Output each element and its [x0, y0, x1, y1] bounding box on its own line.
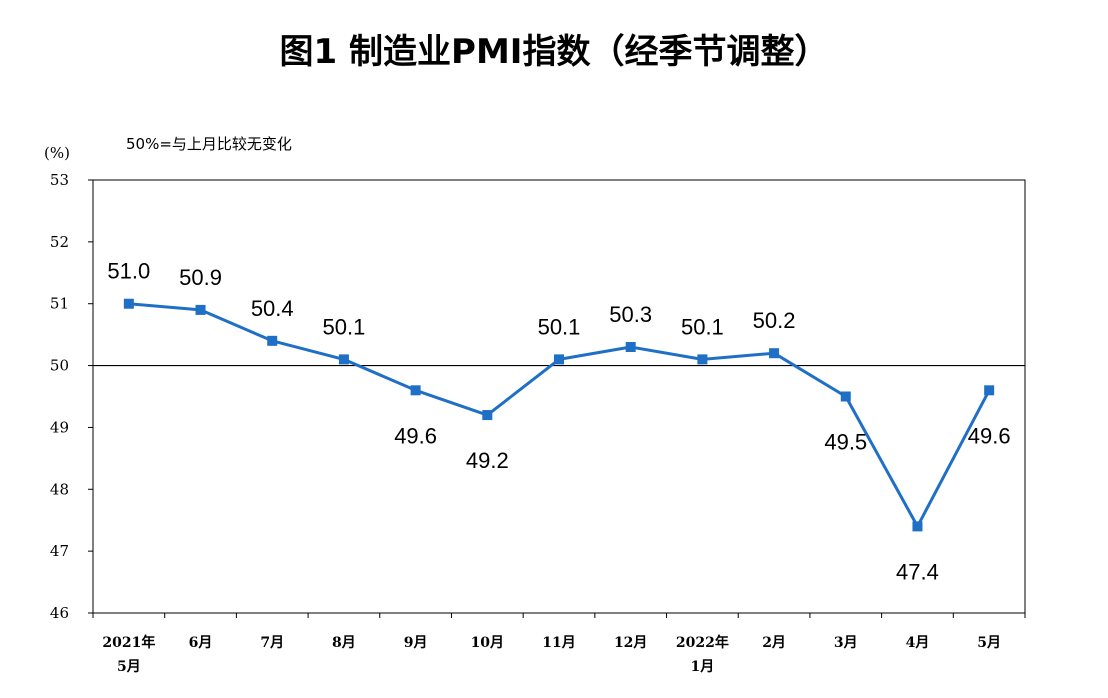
- data-labels: 51.0 50.9 50.4 50.1 49.6 49.2 50.1 50.3 50.1 50.2…: [107, 259, 1010, 585]
- chart-title: 图1 制造业PMI指数（经季节调整）: [280, 32, 829, 72]
- data-point: [123, 298, 134, 309]
- y-axis-unit: (%): [44, 144, 70, 162]
- x-tick-label: 2月: [762, 635, 786, 651]
- data-label: 50.1: [538, 314, 581, 339]
- data-label: 50.4: [251, 296, 294, 321]
- x-tick-label: 4月: [906, 635, 930, 651]
- data-label: 50.1: [323, 314, 366, 339]
- x-tick-label: 7月: [260, 635, 284, 651]
- data-label: 50.1: [681, 314, 724, 339]
- data-point: [410, 385, 421, 396]
- y-tick-label: 53: [50, 171, 69, 189]
- data-point: [769, 348, 780, 359]
- data-point: [625, 342, 636, 353]
- data-label: 49.6: [394, 423, 437, 448]
- x-tick-label: 1月: [691, 659, 715, 675]
- x-tick-label: 9月: [404, 635, 428, 651]
- plot-area: [92, 179, 1026, 614]
- data-point: [554, 354, 564, 365]
- data-point: [195, 304, 206, 315]
- x-tick-label: 11月: [542, 635, 575, 651]
- data-point: [840, 391, 851, 402]
- series-pmi: [123, 298, 995, 532]
- data-point: [984, 385, 995, 396]
- data-point: [338, 354, 349, 365]
- x-tick-label: 2021年: [102, 634, 155, 651]
- x-tick-label: 5月: [977, 635, 1001, 651]
- data-label: 49.5: [824, 430, 867, 455]
- x-tick-label: 5月: [117, 659, 141, 675]
- y-tick-label: 46: [50, 604, 69, 622]
- x-axis: 2021年 5月 6月 7月 8月 9月 10月 11月 12月 2022年 1月 2月 3月 4月 5月: [92, 613, 1026, 675]
- y-tick-label: 51: [50, 295, 69, 313]
- data-label: 47.4: [896, 559, 939, 584]
- data-label: 50.2: [753, 308, 796, 333]
- data-point: [482, 410, 493, 421]
- y-tick-label: 48: [50, 480, 69, 498]
- data-point: [697, 354, 708, 365]
- y-tick-label: 49: [50, 418, 69, 436]
- data-label: 50.3: [609, 302, 652, 327]
- data-label: 50.9: [179, 265, 222, 290]
- x-tick-label: 6月: [189, 635, 213, 651]
- x-tick-label: 2022年: [676, 634, 729, 651]
- data-label: 51.0: [107, 259, 150, 284]
- chart-note: 50%=与上月比较无变化: [126, 135, 292, 153]
- y-tick-label: 52: [50, 233, 69, 251]
- x-tick-label: 12月: [614, 635, 647, 651]
- y-axis: 46 47 48 49 50 51 52 53: [50, 171, 93, 622]
- data-point: [267, 335, 278, 346]
- data-label: 49.6: [968, 423, 1011, 448]
- data-label: 49.2: [466, 448, 509, 473]
- x-tick-label: 3月: [834, 635, 858, 651]
- data-point: [912, 521, 923, 532]
- x-tick-label: 10月: [471, 635, 504, 651]
- x-tick-label: 8月: [332, 635, 356, 651]
- y-tick-label: 50: [50, 357, 69, 375]
- y-tick-label: 47: [50, 542, 69, 560]
